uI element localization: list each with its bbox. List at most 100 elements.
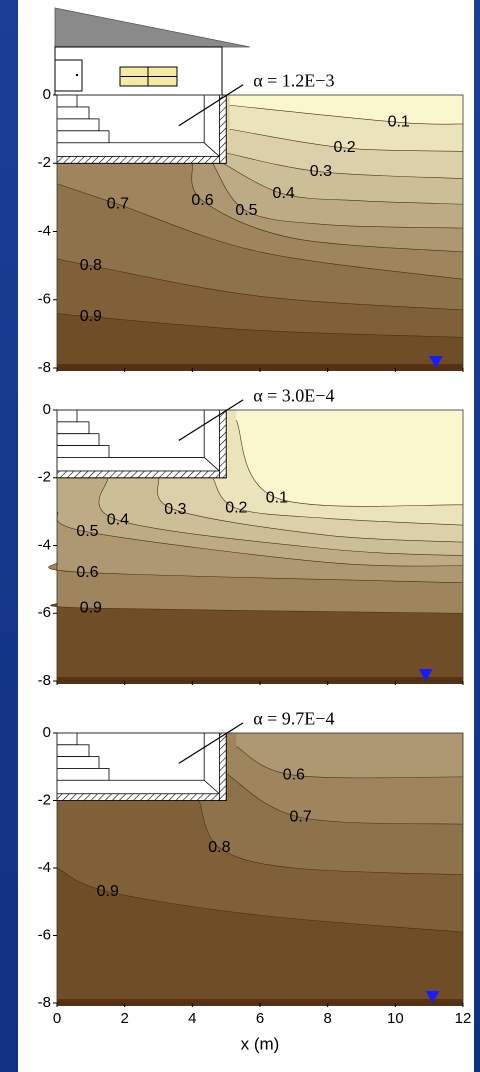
basement-floor <box>56 793 227 801</box>
contour-line <box>56 867 464 933</box>
stair-step <box>56 409 78 423</box>
contour-line <box>212 163 464 229</box>
basement-wall <box>218 94 227 164</box>
stair-step <box>56 433 100 446</box>
contour-label: 0.9 <box>80 308 102 325</box>
basement-interior <box>109 95 220 157</box>
bedrock-strip <box>57 999 463 1006</box>
basement-floor <box>56 156 227 164</box>
basement-wall <box>218 409 227 479</box>
stair-step <box>56 118 100 132</box>
contour-label: 0.9 <box>97 883 119 900</box>
stair-step <box>56 768 110 781</box>
contour-line <box>226 152 464 179</box>
contour-plot: 0.1 0.20.3 0.4 0.5 0.6 0.7 0.8 0.9 α = 1.2E−3 0 -2… <box>38 70 464 376</box>
bedrock-strip <box>57 364 463 371</box>
contour-plot: 0.1 0.2 0.3 0.4 0.5 0.6 0.9 α = 3.0E−4 0 -2 -4 -6 -8 <box>38 386 464 689</box>
bedrock-strip <box>57 677 463 684</box>
stair-step <box>56 744 90 758</box>
basement-floor <box>56 470 227 479</box>
y-tick-label: -4 <box>38 859 51 876</box>
contour-label: 0.9 <box>80 599 102 616</box>
contour-line <box>50 602 464 614</box>
contour-label: 0.5 <box>235 202 257 219</box>
x-tick-label: 2 <box>120 1010 128 1027</box>
y-tick-label: -4 <box>38 222 51 239</box>
contour-label: 0.6 <box>283 766 305 783</box>
contour-label: 0.6 <box>191 192 213 209</box>
y-tick-label: 0 <box>43 724 51 741</box>
contour-line <box>236 420 464 507</box>
annotation-leader <box>178 84 244 127</box>
stair-step <box>56 130 110 144</box>
contour-label: 0.2 <box>333 139 355 156</box>
y-tick-label: -6 <box>38 604 51 621</box>
water-table-marker <box>425 991 440 1003</box>
y-tick-label: -8 <box>38 994 51 1011</box>
contour-label: 0.1 <box>388 114 410 131</box>
contour-line <box>212 477 464 526</box>
y-tick-label: -2 <box>38 791 51 808</box>
y-tick-label: -2 <box>38 469 51 486</box>
y-tick-label: -4 <box>38 536 51 553</box>
stair-step <box>56 421 90 435</box>
stair-step <box>56 756 100 769</box>
contour-line <box>229 104 464 125</box>
contour-line <box>229 128 464 152</box>
contour-label: 0.8 <box>80 257 102 274</box>
x-tick-label: 0 <box>53 1010 61 1027</box>
contour-line <box>226 773 464 825</box>
annotation-leader <box>178 399 244 441</box>
y-tick-label: 0 <box>43 86 51 103</box>
y-tick-label: -6 <box>38 926 51 943</box>
y-tick-label: -8 <box>38 359 51 376</box>
contour-line <box>157 477 464 543</box>
x-axis-label: x (m) <box>241 1034 280 1053</box>
contour-line <box>236 746 464 779</box>
contour-label: 0.8 <box>208 839 230 856</box>
x-tick-label: 12 <box>455 1010 472 1027</box>
basement-interior <box>109 410 220 472</box>
contour-label: 0.3 <box>164 501 186 518</box>
contour-line <box>56 511 464 567</box>
contour-label: 0.5 <box>76 523 98 540</box>
contour-line <box>56 258 464 311</box>
contour-label: 0.4 <box>107 511 129 528</box>
x-tick-label: 6 <box>256 1010 264 1027</box>
contour-line <box>56 313 464 338</box>
contour-label: 0.2 <box>225 499 247 516</box>
contour-line <box>48 562 464 584</box>
contour-label: 0.1 <box>266 489 288 506</box>
stair-step <box>56 106 90 120</box>
x-tick-label: 10 <box>387 1010 404 1027</box>
contour-line <box>191 163 464 253</box>
annotation-leader <box>178 722 244 764</box>
annotation: α = 9.7E−4 <box>253 709 334 729</box>
x-tick-label: 4 <box>188 1010 196 1027</box>
contour-line <box>56 183 464 280</box>
water-table-marker <box>428 356 443 368</box>
contour-label: 0.3 <box>310 163 332 180</box>
house <box>54 7 251 96</box>
basement-interior <box>109 733 220 795</box>
contour-line <box>222 162 464 205</box>
stair-step <box>56 732 78 746</box>
contour-label: 0.7 <box>107 195 129 212</box>
y-tick-label: -8 <box>38 672 51 689</box>
y-tick-label: -6 <box>38 291 51 308</box>
contour-band <box>50 603 464 681</box>
basement-wall <box>218 732 227 801</box>
annotation: α = 3.0E−4 <box>253 386 334 406</box>
y-tick-label: -2 <box>38 154 51 171</box>
contour-label: 0.7 <box>289 809 311 826</box>
contour-line <box>98 477 464 556</box>
stair-step <box>56 445 110 458</box>
water-table-marker <box>418 669 433 681</box>
contour-plot: 0.60.70.80.9α = 9.7E−40-2-4-6-80 2 4 6 8 10 12… <box>38 709 472 1054</box>
contour-band <box>57 313 463 368</box>
annotation: α = 1.2E−3 <box>253 70 334 90</box>
x-tick-label: 8 <box>323 1010 331 1027</box>
contour-line <box>198 800 464 876</box>
